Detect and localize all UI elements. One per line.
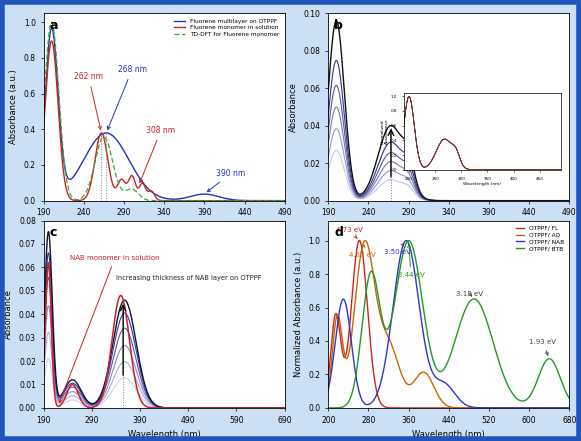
OTPPF/ BTB bbox=[406, 238, 413, 243]
Line: OTPPF/ BTB: OTPPF/ BTB bbox=[328, 241, 572, 408]
OTPPF/ NAB bbox=[325, 386, 332, 392]
OTPPF/ FL bbox=[325, 375, 332, 381]
OTPPF/ FL bbox=[356, 238, 363, 243]
Text: d: d bbox=[334, 226, 343, 239]
OTPPF/ AQ bbox=[429, 381, 436, 387]
Text: 3.50 eV: 3.50 eV bbox=[383, 243, 410, 255]
Line: OTPPF/ FL: OTPPF/ FL bbox=[328, 241, 572, 408]
Text: NAB monomer in solution: NAB monomer in solution bbox=[59, 255, 160, 403]
OTPPF/ BTB bbox=[535, 374, 542, 379]
OTPPF/ FL bbox=[389, 405, 396, 411]
Line: OTPPF/ AQ: OTPPF/ AQ bbox=[328, 241, 572, 408]
Legend: Fluorene multilayer on OTPPF, Fluorene monomer in solution, TD-DFT for Fluorene : Fluorene multilayer on OTPPF, Fluorene m… bbox=[171, 16, 282, 40]
X-axis label: Wavelength (nm): Wavelength (nm) bbox=[413, 430, 485, 439]
OTPPF/ AQ bbox=[498, 405, 505, 411]
Line: OTPPF/ NAB: OTPPF/ NAB bbox=[328, 241, 572, 408]
OTPPF/ BTB bbox=[325, 405, 332, 411]
OTPPF/ NAB bbox=[568, 405, 575, 411]
OTPPF/ AQ bbox=[535, 405, 542, 411]
OTPPF/ BTB bbox=[508, 390, 515, 396]
Text: 308 nm: 308 nm bbox=[139, 126, 175, 183]
Text: 268 nm: 268 nm bbox=[107, 65, 146, 129]
OTPPF/ FL bbox=[429, 405, 436, 411]
Y-axis label: Absorbance: Absorbance bbox=[5, 289, 13, 339]
OTPPF/ FL bbox=[352, 263, 358, 268]
OTPPF/ NAB bbox=[388, 314, 395, 320]
OTPPF/ NAB bbox=[535, 405, 542, 411]
Text: 1.93 eV: 1.93 eV bbox=[529, 339, 556, 355]
Text: 3.44 eV: 3.44 eV bbox=[397, 244, 424, 278]
X-axis label: Wavelength (nm): Wavelength (nm) bbox=[128, 223, 200, 232]
OTPPF/ BTB bbox=[352, 378, 358, 384]
Text: 4.73 eV: 4.73 eV bbox=[336, 227, 363, 238]
Text: b: b bbox=[334, 19, 343, 32]
OTPPF/ BTB bbox=[388, 315, 395, 320]
OTPPF/ NAB bbox=[429, 370, 436, 375]
Y-axis label: Normalized Absorbance (a.u.): Normalized Absorbance (a.u.) bbox=[294, 251, 303, 377]
OTPPF/ FL bbox=[535, 405, 542, 411]
Y-axis label: Absorbance: Absorbance bbox=[289, 82, 298, 132]
OTPPF/ AQ bbox=[568, 405, 575, 411]
Y-axis label: Normalized
Absorbance: Normalized Absorbance bbox=[381, 118, 389, 144]
X-axis label: Wavelength (nm): Wavelength (nm) bbox=[463, 182, 501, 186]
Text: a: a bbox=[49, 19, 58, 32]
OTPPF/ FL bbox=[568, 405, 575, 411]
Text: 390 nm: 390 nm bbox=[207, 168, 246, 192]
OTPPF/ AQ bbox=[325, 388, 332, 393]
Y-axis label: Absorbance (a.u.): Absorbance (a.u.) bbox=[9, 70, 18, 144]
OTPPF/ NAB bbox=[508, 405, 515, 411]
Text: Increasing thickness of NAB layer on OTPPF: Increasing thickness of NAB layer on OTP… bbox=[116, 276, 261, 281]
OTPPF/ AQ bbox=[508, 405, 515, 411]
Text: c: c bbox=[49, 226, 57, 239]
OTPPF/ NAB bbox=[403, 238, 410, 243]
OTPPF/ FL bbox=[508, 405, 515, 411]
OTPPF/ BTB bbox=[429, 356, 436, 361]
X-axis label: Wavelength (nm): Wavelength (nm) bbox=[413, 223, 485, 232]
OTPPF/ BTB bbox=[568, 399, 575, 404]
Text: Increasing thickness of FL layer: Increasing thickness of FL layer bbox=[420, 109, 533, 116]
OTPPF/ NAB bbox=[498, 405, 505, 411]
Text: 262 nm: 262 nm bbox=[74, 72, 103, 129]
Text: 4.57 eV: 4.57 eV bbox=[349, 245, 376, 258]
OTPPF/ AQ bbox=[361, 238, 368, 243]
Legend: OTPPF/ FL, OTPPF/ AQ, OTPPF/ NAB, OTPPF/ BTB: OTPPF/ FL, OTPPF/ AQ, OTPPF/ NAB, OTPPF/… bbox=[513, 224, 566, 254]
OTPPF/ AQ bbox=[389, 343, 396, 348]
OTPPF/ BTB bbox=[498, 368, 505, 374]
Text: 3.18 eV: 3.18 eV bbox=[456, 291, 483, 297]
X-axis label: Wavelength (nm): Wavelength (nm) bbox=[128, 430, 200, 439]
OTPPF/ FL bbox=[498, 405, 505, 411]
OTPPF/ NAB bbox=[352, 366, 358, 371]
OTPPF/ AQ bbox=[352, 303, 358, 308]
